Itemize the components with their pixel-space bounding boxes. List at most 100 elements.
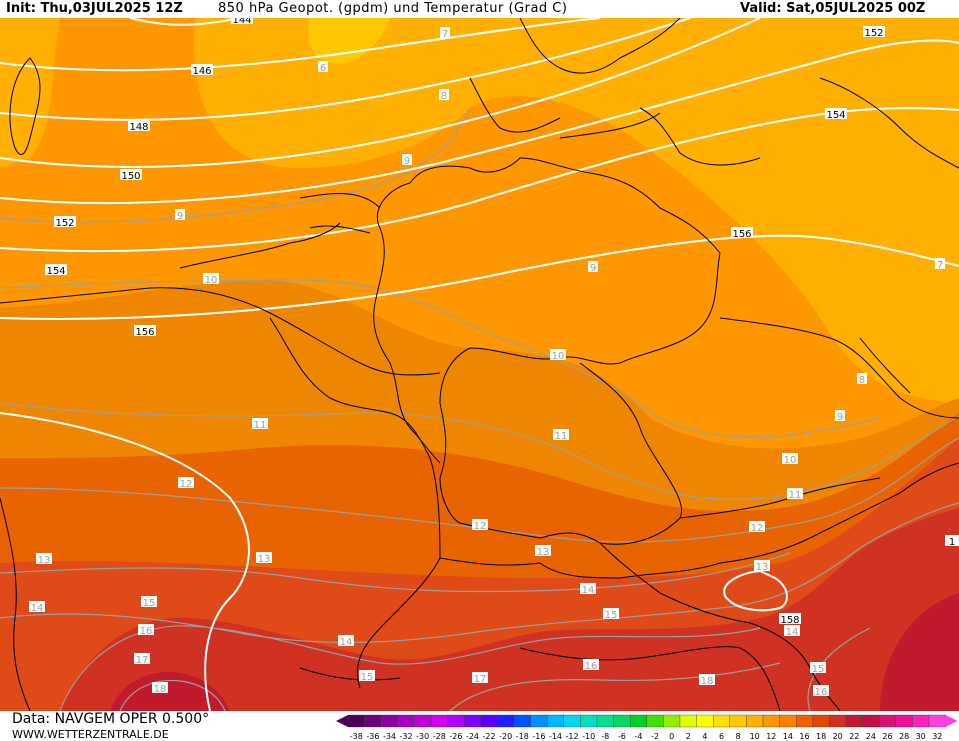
isotherm-label: 6 <box>320 63 326 74</box>
legend-tick-label: -4 <box>635 732 643 741</box>
isotherm-label: 12 <box>474 521 487 532</box>
legend-tick-label: -26 <box>449 732 462 741</box>
isotherm-label: 7 <box>442 29 448 40</box>
isotherm-label: 15 <box>361 672 374 683</box>
isotherm-label: 14 <box>786 627 799 638</box>
legend-arrow-left <box>336 715 348 727</box>
isotherm-label: 11 <box>789 490 802 501</box>
isohypse-label: 156 <box>732 229 751 240</box>
legend-swatch <box>347 714 365 728</box>
valid-time: Valid: Sat,05JUL2025 00Z <box>740 1 926 16</box>
isohypse-labels: 144 146 148 150 152 154 156 152 154 156 … <box>45 18 959 626</box>
isohypse-label: 144 <box>232 18 251 26</box>
legend-tick-label: 16 <box>799 732 809 741</box>
isotherm-label: 15 <box>143 598 156 609</box>
isotherm-label: 15 <box>605 610 618 621</box>
legend-tick-label: 26 <box>882 732 892 741</box>
legend-swatch <box>381 714 399 728</box>
legend-tick-label: 0 <box>669 732 674 741</box>
legend-tick-label: 2 <box>686 732 691 741</box>
isotherm-label: 18 <box>701 676 714 687</box>
isohypse-label: 148 <box>129 122 148 133</box>
legend-tick-label: 22 <box>849 732 859 741</box>
legend-tick-label: -14 <box>549 732 562 741</box>
isotherm-label: 16 <box>140 626 153 637</box>
isotherm-label: 13 <box>258 554 271 565</box>
legend-arrow-right <box>945 715 958 727</box>
legend-tick-label: 32 <box>932 732 942 741</box>
isotherm-label: 10 <box>205 275 218 286</box>
isohypse-label: 152 <box>55 218 74 229</box>
band-16-18 <box>60 508 959 711</box>
legend-swatch <box>364 714 382 728</box>
isotherm-label: 9 <box>590 263 596 274</box>
legend-tick-label: 6 <box>719 732 724 741</box>
isotherm-label: 17 <box>474 674 487 685</box>
isotherm-label: 13 <box>38 555 51 566</box>
isohypse-label: 156 <box>135 327 154 338</box>
legend-swatch <box>912 714 930 728</box>
legend-tick-label: -34 <box>383 732 396 741</box>
isotherm-label: 14 <box>582 585 595 596</box>
color-legend: -38 -36 -34 -32 -30 -28 -26 -24 -22 -20 -18 -16 -14-… <box>336 714 958 741</box>
legend-tick-label: -18 <box>516 732 529 741</box>
legend-tick-label: 30 <box>916 732 926 741</box>
legend-tick-label: -2 <box>651 732 659 741</box>
legend-swatch <box>829 714 847 728</box>
isotherm-label: 8 <box>859 375 865 386</box>
legend-swatch <box>546 714 564 728</box>
isohypse-label: 154 <box>826 110 845 121</box>
legend-tick-label: -38 <box>350 732 363 741</box>
isotherm-label: 15 <box>812 664 825 675</box>
legend-swatch <box>447 714 465 728</box>
band-18-20 <box>110 593 959 711</box>
legend-swatch <box>679 714 697 728</box>
legend-tick-label: -22 <box>483 732 496 741</box>
map-header: Init: Thu,03JUL2025 12Z 850 hPa Geopot. … <box>0 0 959 18</box>
isotherm-label: 13 <box>537 547 550 558</box>
legend-swatch <box>530 714 548 728</box>
init-time: Init: Thu,03JUL2025 12Z <box>6 1 183 16</box>
isohypse-label: 158 <box>780 615 799 626</box>
legend-swatch <box>779 714 797 728</box>
legend-swatch <box>430 714 448 728</box>
legend-swatch <box>663 714 681 728</box>
map-footer: Data: NAVGEM OPER 0.500° WWW.WETTERZENTR… <box>0 711 959 741</box>
legend-tick-label: -28 <box>433 732 446 741</box>
country-borders <box>0 18 959 711</box>
legend-tick-label: 12 <box>766 732 776 741</box>
isotherm-label: 8 <box>441 91 447 102</box>
isotherm-label: 7 <box>937 260 943 271</box>
legend-swatch <box>713 714 731 728</box>
isotherm-label: 10 <box>552 351 565 362</box>
legend-tick-label: -32 <box>400 732 413 741</box>
legend-tick-label: -6 <box>618 732 626 741</box>
legend-swatch <box>480 714 498 728</box>
legend-swatch <box>513 714 531 728</box>
isohypses <box>0 18 959 711</box>
legend-tick-label: 4 <box>702 732 707 741</box>
isotherm-label: 12 <box>751 523 764 534</box>
isotherm-label: 17 <box>136 655 149 666</box>
isotherm-label: 14 <box>340 637 353 648</box>
band-6-8-core <box>308 18 390 64</box>
legend-tick-label: -36 <box>366 732 379 741</box>
isotherm-label: 9 <box>404 156 410 167</box>
legend-swatch <box>879 714 897 728</box>
legend-tick-label: -12 <box>566 732 579 741</box>
band-6-8-north <box>193 18 959 403</box>
legend-swatch <box>796 714 814 728</box>
legend-tick-label: -16 <box>532 732 545 741</box>
legend-swatch <box>895 714 913 728</box>
legend-tick-label: 8 <box>736 732 741 741</box>
legend-swatch <box>646 714 664 728</box>
legend-tick-label: 14 <box>783 732 793 741</box>
map-title: 850 hPa Geopot. (gpdm) und Temperatur (G… <box>218 1 568 16</box>
legend-swatch <box>762 714 780 728</box>
legend-tick-label: -30 <box>416 732 429 741</box>
legend-tick-label: 18 <box>816 732 826 741</box>
legend-tick-label: 24 <box>866 732 876 741</box>
weather-map: 144 146 148 150 152 154 156 152 154 156 … <box>0 18 959 711</box>
legend-tick-label: 28 <box>899 732 909 741</box>
